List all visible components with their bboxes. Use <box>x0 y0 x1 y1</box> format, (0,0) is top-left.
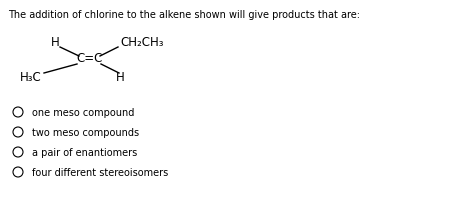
Text: H₃C: H₃C <box>20 71 42 84</box>
Text: four different stereoisomers: four different stereoisomers <box>32 167 168 177</box>
Text: H: H <box>51 35 59 48</box>
Text: one meso compound: one meso compound <box>32 107 134 117</box>
Text: H: H <box>116 71 124 84</box>
Text: a pair of enantiomers: a pair of enantiomers <box>32 147 137 157</box>
Text: C=C: C=C <box>76 51 102 64</box>
Text: two meso compounds: two meso compounds <box>32 127 139 137</box>
Text: The addition of chlorine to the alkene shown will give products that are:: The addition of chlorine to the alkene s… <box>8 10 360 20</box>
Text: CH₂CH₃: CH₂CH₃ <box>120 35 163 48</box>
